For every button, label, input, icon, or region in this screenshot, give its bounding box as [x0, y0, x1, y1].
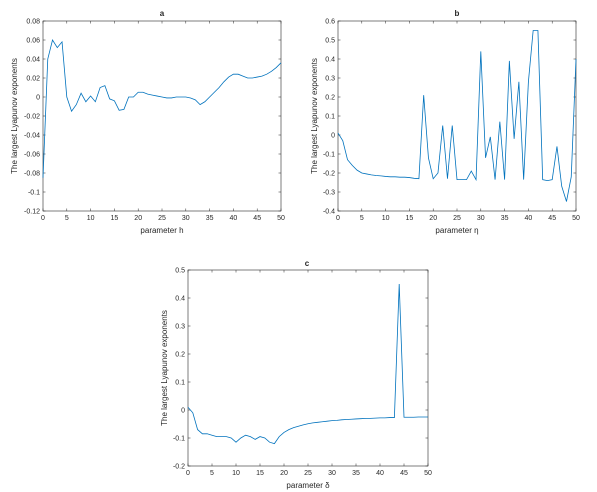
- x-tick-label: 45: [400, 470, 408, 477]
- axis-ticks: 0 5 10 15 20 25 30 35 40 45 50 -0.12 -0.1 -0.08 -0.06 -…: [24, 19, 285, 223]
- x-tick-label: 50: [424, 470, 432, 477]
- x-tick-label: 0: [186, 470, 190, 477]
- y-tick-label: 0.5: [175, 268, 185, 275]
- y-tick-label: 0.1: [175, 380, 185, 387]
- x-tick-label: 25: [158, 215, 166, 222]
- x-tick-label: 20: [280, 470, 288, 477]
- y-tick-label: -0.2: [323, 171, 335, 178]
- x-tick-label: 15: [406, 215, 414, 222]
- y-tick-label: -0.06: [24, 152, 40, 159]
- y-tick-label: 0: [331, 133, 335, 140]
- y-tick-label: -0.12: [24, 209, 40, 216]
- chart-title: b: [455, 9, 460, 18]
- y-tick-label: 0.6: [325, 19, 335, 26]
- y-axis-label: The largest Lyapunov exponents: [10, 58, 19, 174]
- x-tick-label: 0: [336, 215, 340, 222]
- plot-area: [42, 20, 282, 212]
- y-axis-label: The largest Lyapunov exponents: [310, 58, 319, 174]
- x-tick-label: 20: [134, 215, 142, 222]
- series-line: [187, 283, 428, 445]
- y-tick-label: 0.08: [26, 19, 40, 26]
- y-tick-label: -0.1: [173, 436, 185, 443]
- x-tick-label: 25: [453, 215, 461, 222]
- x-tick-label: 25: [304, 470, 312, 477]
- panel-a: a 0 5 10 15 20 25 30 35 40 45 50 -0.12 -0.1 -0.08 -0.0…: [10, 9, 285, 235]
- x-axis-label: parameter h: [140, 226, 183, 235]
- x-tick-label: 35: [501, 215, 509, 222]
- x-tick-label: 5: [210, 470, 214, 477]
- x-axis-label: parameter δ: [286, 481, 330, 490]
- series-line: [42, 38, 282, 178]
- y-tick-label: 0.5: [325, 38, 335, 45]
- x-tick-label: 5: [65, 215, 69, 222]
- x-tick-label: 30: [328, 470, 336, 477]
- x-tick-label: 10: [87, 215, 95, 222]
- y-tick-label: 0.1: [325, 114, 335, 121]
- axis-ticks: 0 5 10 15 20 25 30 35 40 45 50 -0.4 -0.3 -0.2 -0.1 0 0.1…: [323, 19, 580, 223]
- x-tick-label: 40: [525, 215, 533, 222]
- panel-c: c 0 5 10 15 20 25 30 35 40 45 50 -0.2 -0.1 0 0.1 0.2 0.3…: [160, 259, 432, 490]
- series-line: [337, 30, 577, 202]
- x-tick-label: 40: [230, 215, 238, 222]
- x-axis-label: parameter η: [435, 226, 478, 235]
- y-tick-label: -0.04: [24, 133, 40, 140]
- series-line-layer: [42, 38, 282, 178]
- y-tick-label: -0.08: [24, 171, 40, 178]
- y-tick-label: 0.2: [325, 95, 335, 102]
- x-tick-label: 45: [548, 215, 556, 222]
- y-tick-label: 0.4: [325, 57, 335, 64]
- x-tick-label: 10: [382, 215, 390, 222]
- series-line-layer: [187, 283, 428, 445]
- x-tick-label: 50: [277, 215, 285, 222]
- x-tick-label: 45: [253, 215, 261, 222]
- x-tick-label: 0: [41, 215, 45, 222]
- plot-area: [187, 269, 429, 467]
- chart-title: c: [305, 259, 310, 268]
- y-tick-label: -0.02: [24, 114, 40, 121]
- x-tick-label: 15: [256, 470, 264, 477]
- x-tick-label: 15: [111, 215, 119, 222]
- y-tick-label: 0.06: [26, 38, 40, 45]
- x-tick-label: 35: [206, 215, 214, 222]
- y-axis-label: The largest Lyapunov exponents: [160, 310, 169, 426]
- x-tick-label: 5: [360, 215, 364, 222]
- y-tick-label: 0.3: [175, 324, 185, 331]
- panel-b: b 0 5 10 15 20 25 30 35 40 45 50-0.4-0.3-0.2-0.100…: [310, 9, 580, 235]
- series-line-layer: [337, 30, 577, 202]
- y-tick-label: 0: [181, 408, 185, 415]
- y-tick-label: 0.04: [26, 57, 40, 64]
- x-tick-label: 10: [232, 470, 240, 477]
- y-tick-label: -0.2: [173, 464, 185, 471]
- x-tick-label: 40: [376, 470, 384, 477]
- y-tick-label: 0: [36, 95, 40, 102]
- x-tick-label: 20: [429, 215, 437, 222]
- chart-title: a: [160, 9, 165, 18]
- y-tick-label: 0.02: [26, 76, 40, 83]
- y-tick-label: -0.1: [28, 190, 40, 197]
- x-tick-label: 30: [477, 215, 485, 222]
- axis-ticks: 0 5 10 15 20 25 30 35 40 45 50 -0.2 -0.1 0 0.1 0.2 0.3 0.…: [173, 268, 432, 478]
- y-tick-label: -0.1: [323, 152, 335, 159]
- y-tick-label: 0.3: [325, 76, 335, 83]
- y-tick-label: 0.2: [175, 352, 185, 359]
- x-tick-label: 30: [182, 215, 190, 222]
- x-tick-label: 50: [572, 215, 580, 222]
- y-tick-label: -0.3: [323, 190, 335, 197]
- y-tick-label: 0.4: [175, 296, 185, 303]
- x-tick-label: 35: [352, 470, 360, 477]
- y-tick-label: -0.4: [323, 209, 335, 216]
